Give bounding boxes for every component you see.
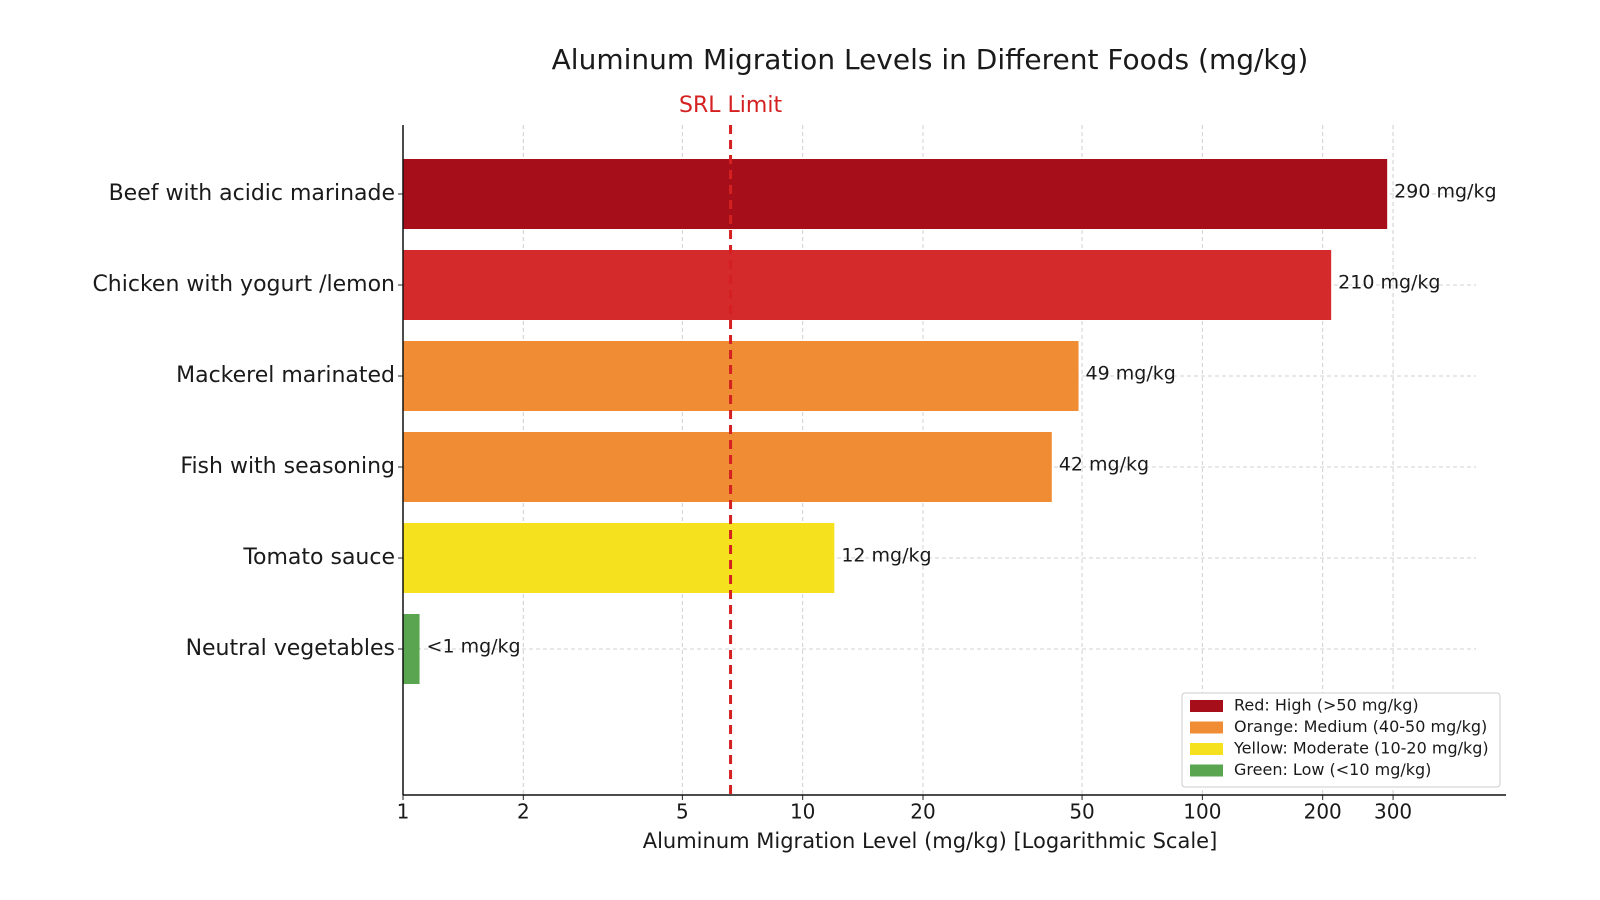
- legend-swatch: [1190, 764, 1223, 777]
- bar: [403, 432, 1052, 502]
- x-tick-label: 100: [1183, 800, 1221, 824]
- x-tick-label: 300: [1374, 800, 1412, 824]
- value-label: 210 mg/kg: [1338, 272, 1440, 294]
- legend-label: Yellow: Moderate (10-20 mg/kg): [1233, 739, 1489, 758]
- x-tick-label: 200: [1304, 800, 1342, 824]
- bar: [403, 250, 1332, 320]
- legend-box: [1181, 692, 1501, 788]
- value-label: 290 mg/kg: [1394, 181, 1496, 203]
- x-axis-label: Aluminum Migration Level (mg/kg) [Logari…: [643, 829, 1218, 853]
- legend-swatch: [1190, 700, 1223, 712]
- value-label: <1 mg/kg: [427, 636, 521, 658]
- y-tick-label: Neutral vegetables: [186, 636, 395, 661]
- value-label: 12 mg/kg: [841, 545, 931, 567]
- y-tick-label: Mackerel marinated: [176, 363, 395, 388]
- x-tick-label: 20: [910, 800, 935, 824]
- legend-swatch: [1190, 721, 1223, 734]
- srl-label: SRL Limit: [679, 93, 782, 118]
- x-tick-label: 1: [397, 800, 410, 824]
- y-tick-label: Tomato sauce: [242, 545, 395, 570]
- x-tick-label: 5: [676, 800, 689, 824]
- bar: [403, 523, 835, 593]
- x-tick-label: 50: [1069, 800, 1094, 824]
- y-tick-label: Chicken with yogurt /lemon: [92, 272, 395, 297]
- chart-title: Aluminum Migration Levels in Different F…: [552, 43, 1309, 76]
- bar: [403, 614, 420, 684]
- bar: [403, 159, 1388, 229]
- x-tick-label: 2: [517, 800, 530, 824]
- legend-label: Green: Low (<10 mg/kg): [1234, 760, 1431, 779]
- value-label: 49 mg/kg: [1086, 363, 1176, 385]
- y-tick-label: Beef with acidic marinade: [109, 181, 395, 206]
- legend-swatch: [1190, 743, 1223, 755]
- y-tick-label: Fish with seasoning: [180, 454, 395, 479]
- x-tick-label: 10: [790, 800, 815, 824]
- legend-label: Orange: Medium (40-50 mg/kg): [1234, 717, 1487, 736]
- value-label: 42 mg/kg: [1059, 454, 1149, 476]
- legend-label: Red: High (>50 mg/kg): [1234, 696, 1419, 715]
- bar: [403, 341, 1079, 411]
